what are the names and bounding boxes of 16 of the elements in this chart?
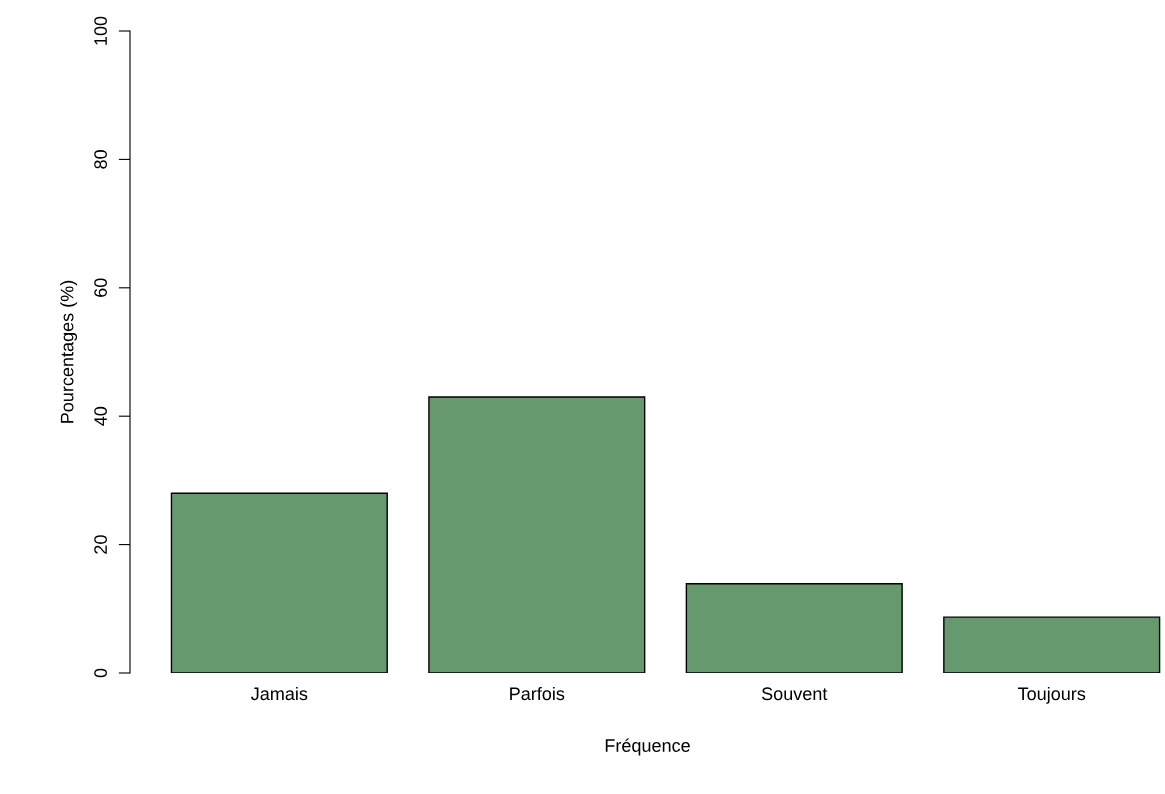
bar [428,396,646,673]
bar [943,616,1161,673]
x-tick-label: Parfois [510,686,565,701]
y-tick-label: 60 [94,278,107,297]
y-tick-label: 0 [94,668,107,678]
y-axis-title: Pourcentages (%) [60,280,78,423]
x-tick-label: Toujours [1018,686,1086,704]
x-tick-label: Jamais [251,686,308,701]
bar [170,492,388,673]
bar [685,583,903,673]
x-axis-title: Fréquence [605,738,690,756]
y-tick-label: 20 [94,535,107,554]
y-tick-label: 40 [94,406,107,426]
y-tick-label: 80 [94,150,107,169]
y-tick-label: 100 [94,16,107,45]
x-tick-label: Souvent [761,687,828,701]
